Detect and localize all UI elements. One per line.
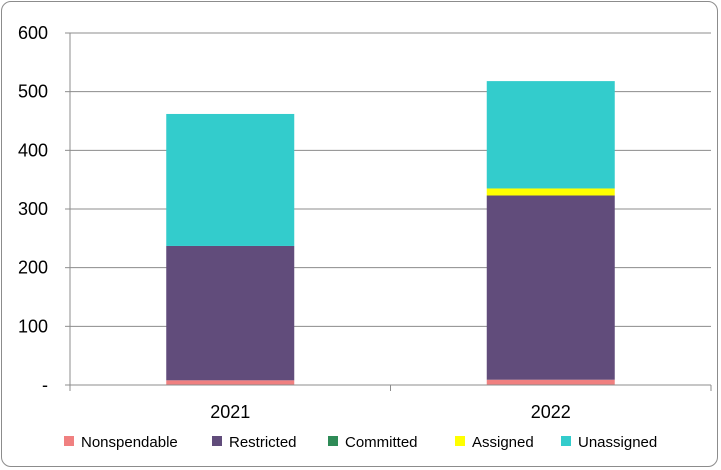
- legend-swatch-restricted: [212, 436, 222, 446]
- y-tick-label: 600: [18, 23, 48, 43]
- legend: Nonspendable Restricted Committed Assigned U…: [64, 434, 657, 451]
- bar-2022-restricted: [486, 195, 615, 380]
- axes: [65, 32, 712, 391]
- legend-swatch-nonspendable: [64, 436, 74, 446]
- bars: [166, 81, 615, 385]
- x-tick-labels: 2021 2022: [210, 402, 571, 422]
- legend-label-restricted: Restricted: [229, 434, 297, 451]
- bar-2022-unassigned: [486, 81, 615, 189]
- y-tick-label: 300: [18, 199, 48, 219]
- y-tick-label: 400: [18, 140, 48, 160]
- legend-swatch-unassigned: [561, 436, 571, 446]
- y-tick-label: -: [42, 375, 48, 395]
- legend-label-committed: Committed: [345, 434, 418, 451]
- bar-2021-unassigned: [166, 113, 295, 246]
- x-tick-label: 2021: [210, 402, 250, 422]
- y-tick-label: 100: [18, 316, 48, 336]
- legend-label-assigned: Assigned: [472, 434, 534, 451]
- y-tick-label: 200: [18, 258, 48, 278]
- legend-label-unassigned: Unassigned: [578, 434, 657, 451]
- legend-swatch-assigned: [455, 436, 465, 446]
- bar-2022-assigned: [486, 188, 615, 196]
- gridlines: [70, 32, 711, 327]
- legend-swatch-committed: [328, 436, 338, 446]
- bar-2021-restricted: [166, 245, 295, 381]
- y-tick-label: 500: [18, 82, 48, 102]
- bar-2021-nonspendable: [166, 380, 295, 385]
- bar-2022-nonspendable: [486, 379, 615, 385]
- x-tick-label: 2022: [531, 402, 571, 422]
- legend-label-nonspendable: Nonspendable: [81, 434, 178, 451]
- y-tick-labels: - 100 200 300 400 500 600: [18, 23, 48, 395]
